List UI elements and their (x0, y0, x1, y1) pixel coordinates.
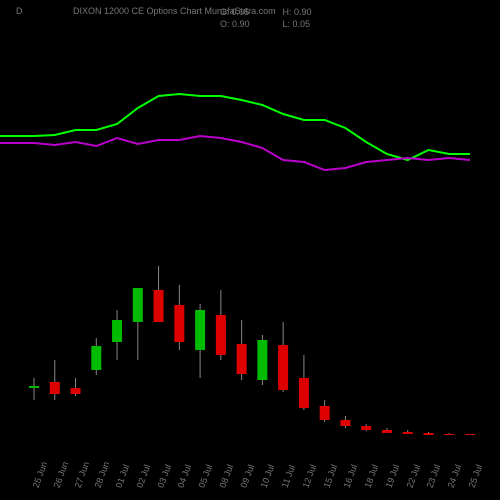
x-tick-label: 28 Jun (93, 460, 112, 489)
x-tick-label: 19 Jul (384, 463, 402, 489)
ohlc-l: L: 0.05 (283, 18, 343, 30)
candle-body (257, 340, 267, 380)
candle-body (423, 433, 433, 435)
x-tick-label: 23 Jul (425, 463, 443, 489)
candle-body (71, 388, 81, 394)
candle-body (112, 320, 122, 342)
candle-body (444, 434, 454, 435)
x-tick-label: 18 Jul (363, 463, 381, 489)
candle-body (195, 310, 205, 350)
candle-body (403, 432, 413, 434)
candle-body (465, 434, 475, 435)
candle-body (154, 290, 164, 322)
x-tick-label: 01 Jul (114, 463, 132, 489)
header-letter: D (16, 6, 23, 16)
ohlc-o: O: 0.90 (220, 18, 280, 30)
candle-body (278, 345, 288, 390)
x-tick-label: 04 Jul (176, 463, 194, 489)
candle-body (237, 344, 247, 374)
x-tick-label: 27 Jun (72, 460, 91, 489)
x-tick-label: 24 Jul (446, 463, 464, 489)
x-axis: 25 Jun26 Jun27 Jun28 Jun01 Jul02 Jul03 J… (0, 452, 500, 492)
x-tick-label: 22 Jul (404, 463, 422, 489)
candle-body (320, 406, 330, 420)
x-tick-label: 16 Jul (342, 463, 360, 489)
candlestick-chart (0, 210, 500, 450)
x-tick-label: 25 Jun (31, 460, 50, 489)
x-tick-label: 25 Jul (467, 463, 485, 489)
candle-body (340, 420, 350, 426)
x-tick-label: 02 Jul (134, 463, 152, 489)
candle-body (91, 346, 101, 370)
line-series-b (0, 136, 470, 170)
x-tick-label: 15 Jul (321, 463, 339, 489)
indicator-lines (0, 70, 500, 200)
x-tick-label: 26 Jun (51, 460, 70, 489)
x-tick-label: 12 Jul (301, 463, 319, 489)
ohlc-h: H: 0.90 (283, 6, 343, 18)
ohlc-c: C: 0.05 (220, 6, 280, 18)
candle-body (50, 382, 60, 394)
candle-body (29, 386, 39, 388)
x-tick-label: 05 Jul (197, 463, 215, 489)
candle-body (133, 288, 143, 322)
candle-body (361, 426, 371, 430)
x-tick-label: 10 Jul (259, 463, 277, 489)
line-series-a (0, 94, 470, 160)
x-tick-label: 09 Jul (238, 463, 256, 489)
x-tick-label: 03 Jul (155, 463, 173, 489)
candle-body (382, 430, 392, 433)
x-tick-label: 11 Jul (280, 464, 297, 489)
candle-body (216, 315, 226, 355)
x-tick-label: 08 Jul (217, 463, 235, 489)
candle-body (174, 305, 184, 342)
candle-body (299, 378, 309, 408)
ohlc-block: C: 0.05 H: 0.90 O: 0.90 L: 0.05 (220, 6, 343, 30)
